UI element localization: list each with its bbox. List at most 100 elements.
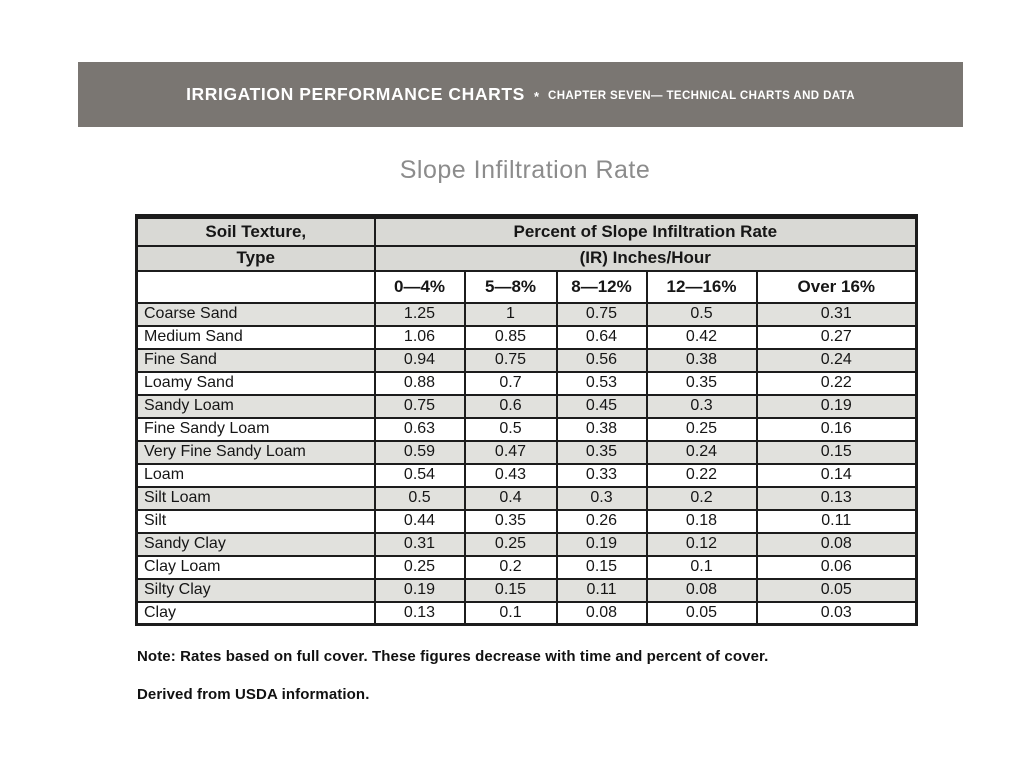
rate-value-cell: 0.11 — [555, 577, 648, 603]
soil-type-cell: Sandy Loam — [135, 393, 376, 419]
rate-value-cell: 0.5 — [373, 485, 466, 511]
page-title: Slope Infiltration Rate — [399, 156, 651, 184]
header-row-1: Soil Texture, Percent of Slope Infiltrat… — [135, 215, 918, 247]
rate-value-cell: 0.31 — [373, 531, 466, 557]
rate-value-cell: 0.85 — [463, 324, 558, 350]
soil-type-cell: Silt — [135, 508, 376, 534]
rate-value-cell: 0.2 — [463, 554, 558, 580]
soil-type-cell: Medium Sand — [135, 324, 376, 350]
rate-value-cell: 0.25 — [645, 416, 758, 442]
header-type: Type — [135, 244, 376, 272]
rate-value-cell: 0.38 — [555, 416, 648, 442]
soil-type-cell: Loam — [135, 462, 376, 488]
rate-value-cell: 0.35 — [463, 508, 558, 534]
table-row: Medium Sand 1.06 0.85 0.64 0.42 0.27 — [135, 324, 918, 350]
rate-value-cell: 0.44 — [373, 508, 466, 534]
table-row: Loam 0.54 0.43 0.33 0.22 0.14 — [135, 462, 918, 488]
rate-value-cell: 0.08 — [645, 577, 758, 603]
rate-value-cell: 0.64 — [555, 324, 648, 350]
rate-value-cell: 0.06 — [755, 554, 918, 580]
rate-value-cell: 0.05 — [755, 577, 918, 603]
soil-type-cell: Silty Clay — [135, 577, 376, 603]
rate-value-cell: 0.56 — [555, 347, 648, 373]
chapter-banner: IRRIGATION PERFORMANCE CHARTS * CHAPTER … — [78, 62, 963, 127]
rate-value-cell: 1 — [463, 301, 558, 327]
rate-value-cell: 0.3 — [645, 393, 758, 419]
soil-type-cell: Coarse Sand — [135, 301, 376, 327]
header-row-2: Type (IR) Inches/Hour — [135, 244, 918, 272]
rate-value-cell: 0.63 — [373, 416, 466, 442]
rate-value-cell: 0.08 — [755, 531, 918, 557]
table-row: Silt Loam 0.5 0.4 0.3 0.2 0.13 — [135, 485, 918, 511]
banner-asterisk: * — [533, 89, 540, 104]
rate-value-cell: 0.16 — [755, 416, 918, 442]
slope-infiltration-rate-table: Soil Texture, Percent of Slope Infiltrat… — [135, 214, 919, 626]
table-row: Coarse Sand 1.25 1 0.75 0.5 0.31 — [135, 301, 918, 327]
table-row: Fine Sandy Loam 0.63 0.5 0.38 0.25 0.16 — [135, 416, 918, 442]
table-row: Very Fine Sandy Loam 0.59 0.47 0.35 0.24 0.15 — [135, 439, 918, 465]
rate-value-cell: 0.45 — [555, 393, 648, 419]
header-percent-range: 0—4% — [373, 269, 466, 304]
rate-value-cell: 0.05 — [645, 600, 758, 626]
rate-value-cell: 0.7 — [463, 370, 558, 396]
header-percent-range: 8—12% — [555, 269, 648, 304]
rate-value-cell: 0.5 — [645, 301, 758, 327]
table-row: Clay 0.13 0.1 0.08 0.05 0.03 — [135, 600, 918, 626]
rate-value-cell: 0.03 — [755, 600, 918, 626]
header-soil-texture: Soil Texture, — [135, 215, 376, 247]
rate-value-cell: 0.43 — [463, 462, 558, 488]
soil-type-cell: Clay Loam — [135, 554, 376, 580]
rate-value-cell: 0.08 — [555, 600, 648, 626]
rate-value-cell: 0.35 — [555, 439, 648, 465]
soil-type-cell: Fine Sand — [135, 347, 376, 373]
rate-value-cell: 0.1 — [645, 554, 758, 580]
rate-value-cell: 0.22 — [755, 370, 918, 396]
table-row: Fine Sand 0.94 0.75 0.56 0.38 0.24 — [135, 347, 918, 373]
rate-value-cell: 0.6 — [463, 393, 558, 419]
rate-value-cell: 0.15 — [463, 577, 558, 603]
soil-type-cell: Silt Loam — [135, 485, 376, 511]
rate-value-cell: 0.15 — [755, 439, 918, 465]
header-row-percent-ranges: 0—4% 5—8% 8—12% 12—16% Over 16% — [135, 269, 918, 304]
rate-value-cell: 0.4 — [463, 485, 558, 511]
rate-value-cell: 0.2 — [645, 485, 758, 511]
rate-value-cell: 0.31 — [755, 301, 918, 327]
rate-value-cell: 0.54 — [373, 462, 466, 488]
header-percent-range: 12—16% — [645, 269, 758, 304]
rate-value-cell: 0.35 — [645, 370, 758, 396]
rate-value-cell: 0.25 — [373, 554, 466, 580]
soil-type-cell: Sandy Clay — [135, 531, 376, 557]
rate-value-cell: 0.25 — [463, 531, 558, 557]
rate-value-cell: 0.1 — [463, 600, 558, 626]
soil-type-cell: Very Fine Sandy Loam — [135, 439, 376, 465]
header-percent-range: 5—8% — [463, 269, 558, 304]
header-percent-range: Over 16% — [755, 269, 918, 304]
soil-type-cell: Fine Sandy Loam — [135, 416, 376, 442]
rate-value-cell: 0.59 — [373, 439, 466, 465]
rate-value-cell: 0.24 — [755, 347, 918, 373]
rate-value-cell: 1.06 — [373, 324, 466, 350]
header-percent-title: Percent of Slope Infiltration Rate — [373, 215, 918, 247]
soil-type-cell: Loamy Sand — [135, 370, 376, 396]
header-empty-cell — [135, 269, 376, 304]
banner-title: IRRIGATION PERFORMANCE CHARTS — [186, 84, 525, 104]
table-row: Clay Loam 0.25 0.2 0.15 0.1 0.06 — [135, 554, 918, 580]
table-row: Silty Clay 0.19 0.15 0.11 0.08 0.05 — [135, 577, 918, 603]
header-ir-units: (IR) Inches/Hour — [373, 244, 918, 272]
rate-value-cell: 0.94 — [373, 347, 466, 373]
rate-value-cell: 0.13 — [373, 600, 466, 626]
rate-value-cell: 1.25 — [373, 301, 466, 327]
rate-value-cell: 0.5 — [463, 416, 558, 442]
table-row: Loamy Sand 0.88 0.7 0.53 0.35 0.22 — [135, 370, 918, 396]
rate-value-cell: 0.19 — [555, 531, 648, 557]
rate-value-cell: 0.18 — [645, 508, 758, 534]
rate-value-cell: 0.3 — [555, 485, 648, 511]
rate-value-cell: 0.53 — [555, 370, 648, 396]
rate-value-cell: 0.75 — [373, 393, 466, 419]
rate-value-cell: 0.47 — [463, 439, 558, 465]
banner-subtitle: CHAPTER SEVEN— TECHNICAL CHARTS AND DATA — [548, 89, 855, 102]
rate-value-cell: 0.75 — [555, 301, 648, 327]
rate-value-cell: 0.42 — [645, 324, 758, 350]
note-text: Note: Rates based on full cover. These f… — [137, 648, 769, 665]
rate-value-cell: 0.26 — [555, 508, 648, 534]
